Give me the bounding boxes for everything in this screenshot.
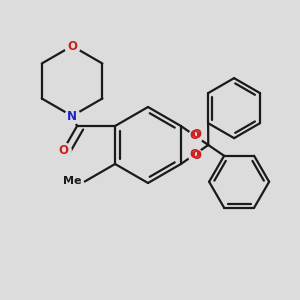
Text: N: N — [67, 110, 77, 122]
Text: O: O — [192, 128, 202, 141]
Text: O: O — [190, 148, 200, 161]
Text: O: O — [192, 149, 202, 162]
Text: Me: Me — [63, 176, 82, 187]
Text: O: O — [190, 129, 200, 142]
Text: O: O — [67, 40, 77, 52]
Text: O: O — [58, 144, 68, 157]
